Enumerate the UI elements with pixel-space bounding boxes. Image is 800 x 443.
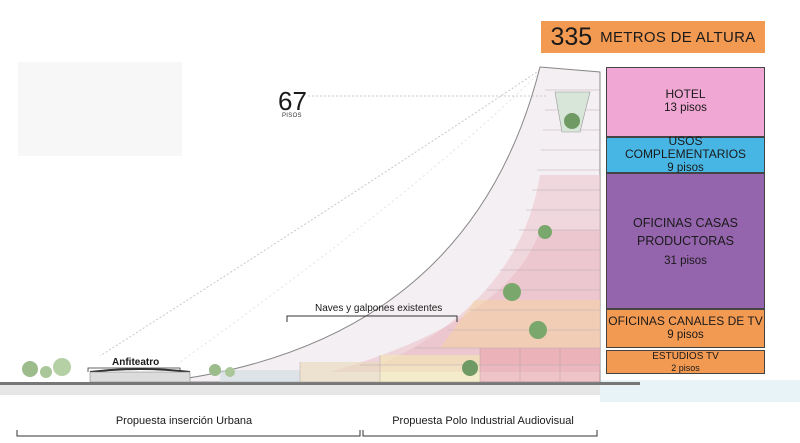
use-floors: 9 pisos [667, 328, 704, 341]
height-badge: 335 METROS DE ALTURA [541, 21, 765, 53]
amphitheater-roof [89, 368, 191, 373]
urbana-bracket [16, 430, 361, 437]
use-title: OFICINAS CASAS PRODUCTORAS [633, 216, 738, 249]
use-block-oficinas-productoras: OFICINAS CASAS PRODUCTORAS 31 pisos [606, 173, 765, 309]
cable-line [99, 69, 541, 357]
floors-count: 67 [278, 86, 307, 116]
label-naves: Naves y galpones existentes [315, 303, 443, 314]
use-title: OFICINAS CANALES DE TV [608, 313, 763, 328]
use-title: ESTUDIOS TV [652, 351, 719, 363]
use-title: USOS COMPLEMENTARIOS [624, 133, 747, 162]
polo-bracket [362, 430, 598, 437]
use-block-canales-tv: OFICINAS CANALES DE TV 9 pisos [606, 309, 765, 348]
water-area [600, 380, 800, 402]
height-caption: METROS DE ALTURA [600, 28, 756, 46]
use-floors: 2 pisos [671, 362, 700, 373]
label-polo: Propuesta Polo Industrial Audiovisual [392, 415, 574, 427]
use-block-hotel: HOTEL 13 pisos [606, 67, 765, 137]
ground-line [0, 382, 640, 385]
naves-bracket [286, 315, 458, 322]
use-floors: 13 pisos [664, 102, 707, 115]
use-floors: 9 pisos [667, 162, 704, 175]
label-urbana: Propuesta inserción Urbana [115, 415, 253, 427]
use-block-estudios-tv: ESTUDIOS TV 2 pisos [606, 350, 765, 374]
use-title: HOTEL [665, 87, 706, 102]
floors-unit: PISOS [282, 113, 302, 119]
height-number: 335 [550, 22, 593, 51]
label-anfiteatro: Anfiteatro [112, 357, 160, 368]
use-block-complementarios: USOS COMPLEMENTARIOS 9 pisos [606, 133, 765, 175]
use-floors: 31 pisos [664, 254, 707, 267]
